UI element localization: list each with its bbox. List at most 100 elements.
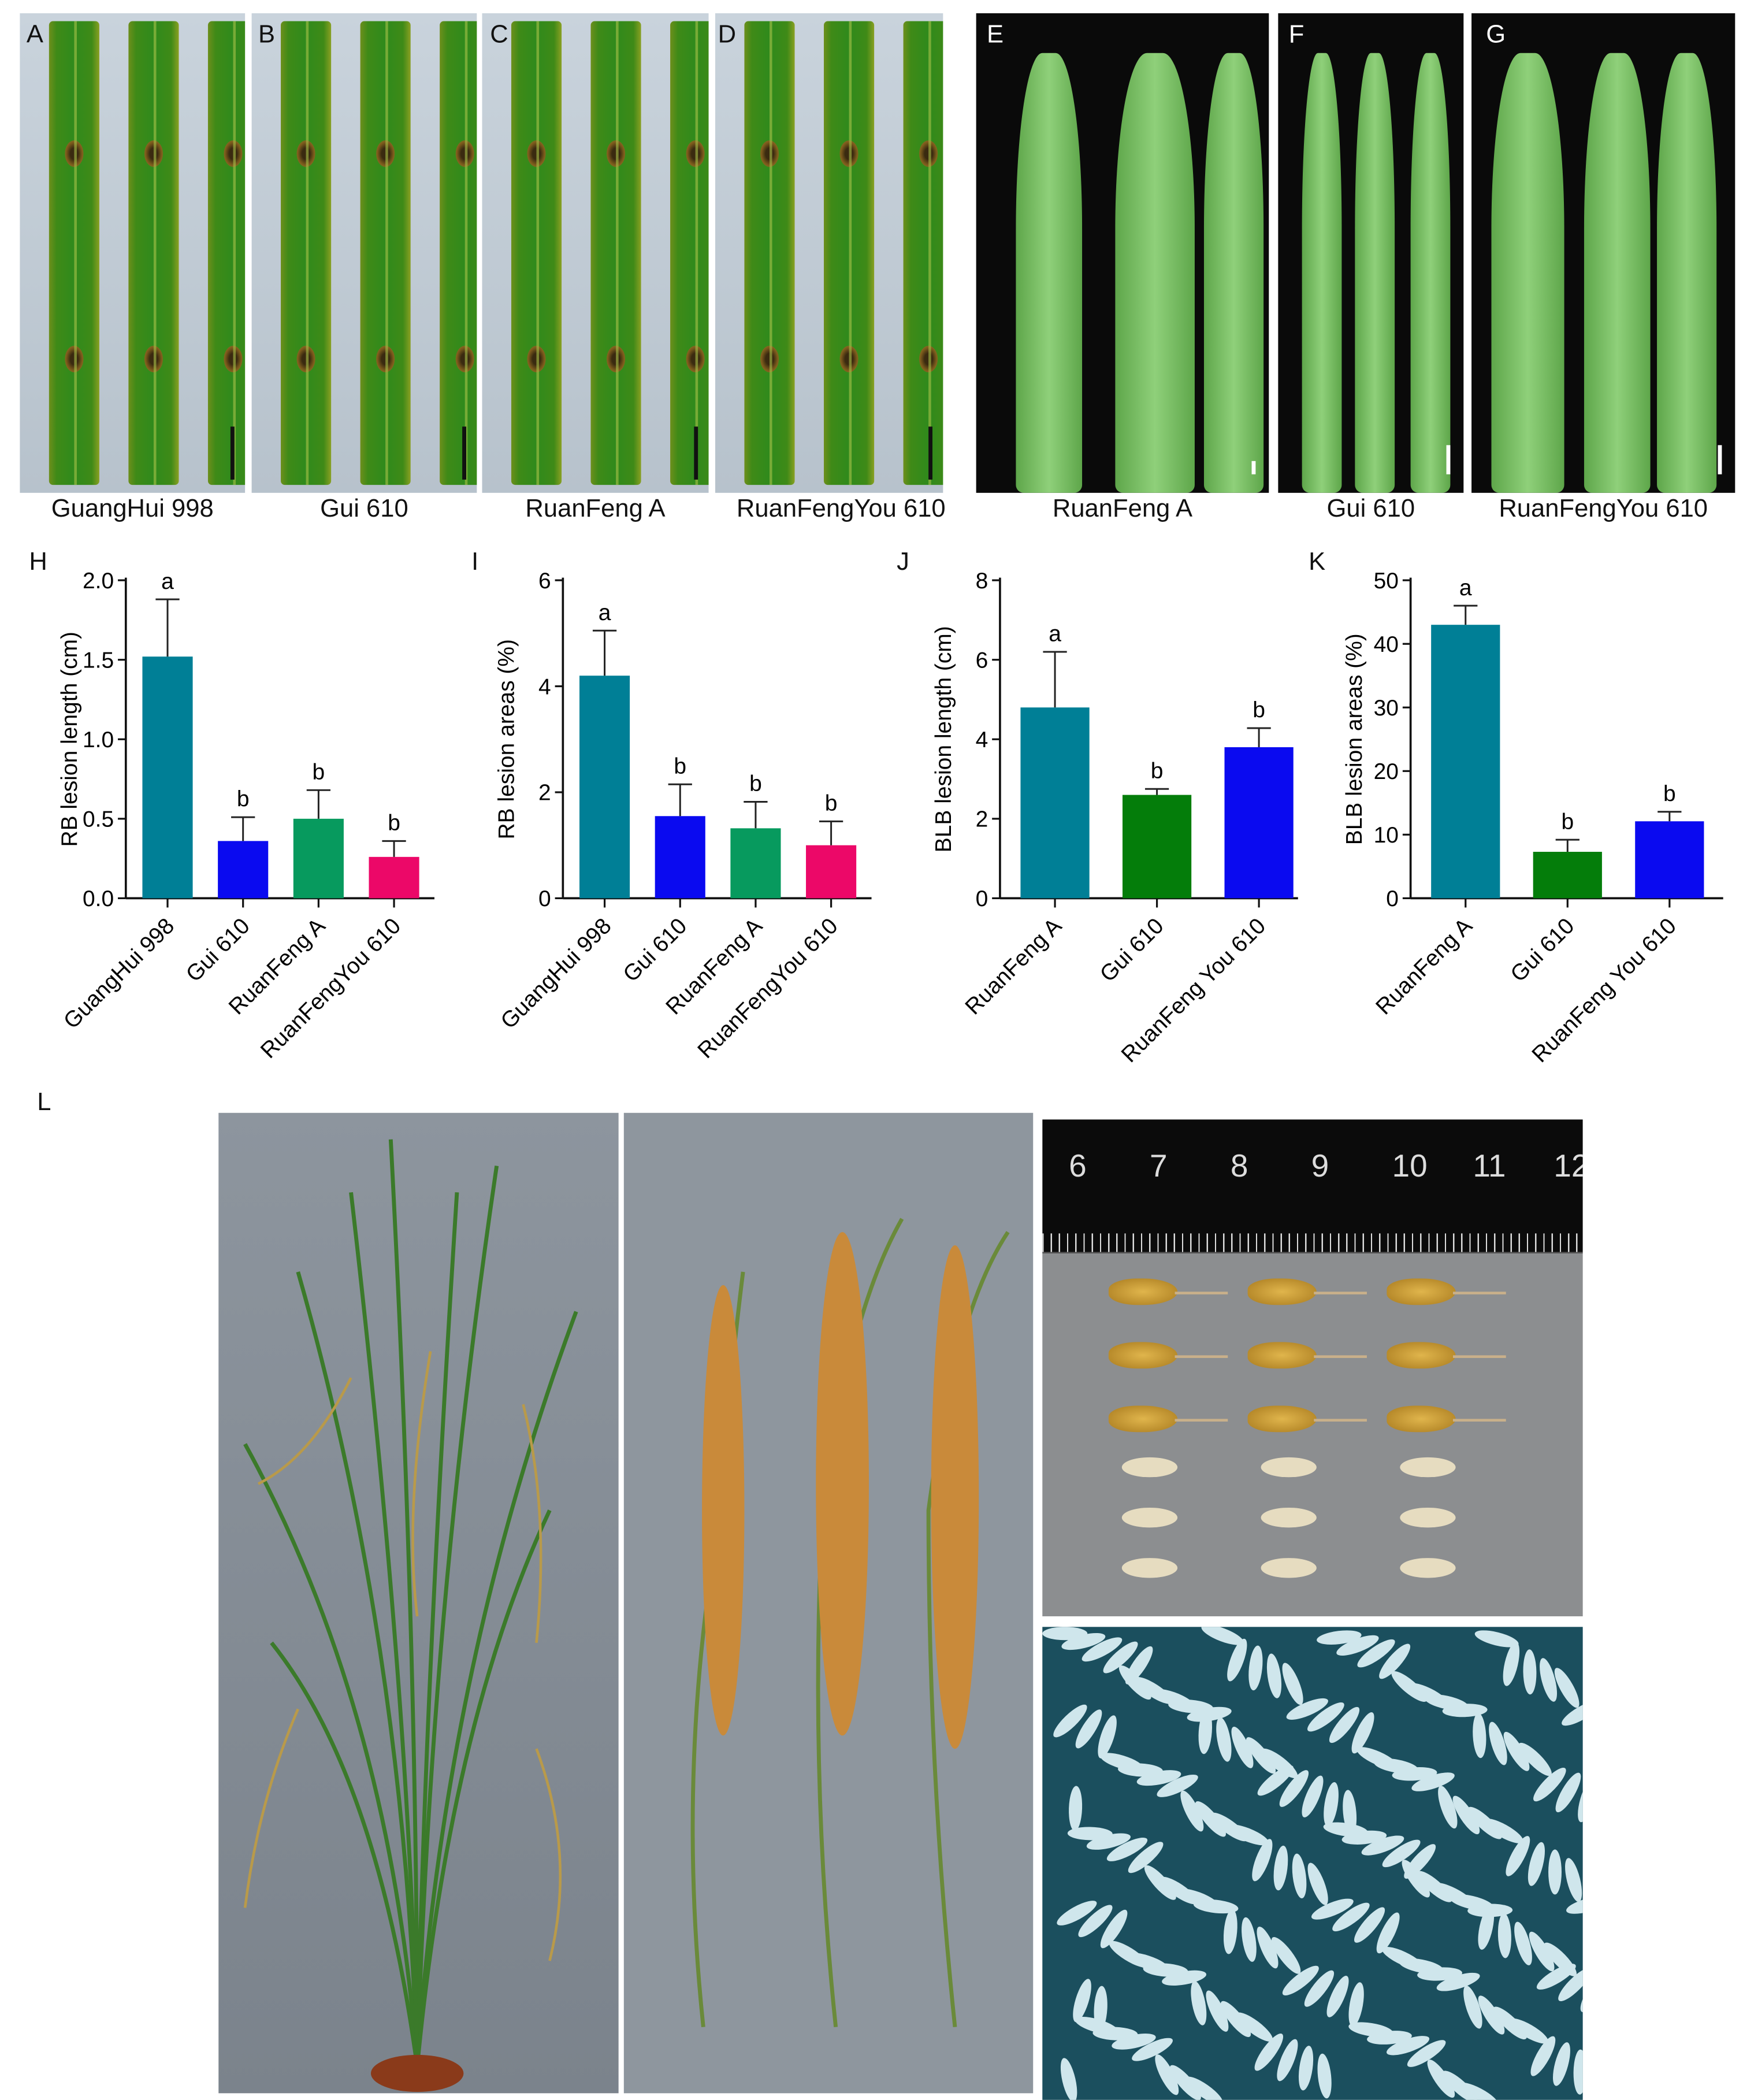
scale-bar xyxy=(1446,445,1451,474)
y-tick-label: 40 xyxy=(1374,632,1399,657)
y-tick-label: 4 xyxy=(538,674,551,699)
y-tick-label: 50 xyxy=(1374,569,1399,593)
panel-label-k: K xyxy=(1309,548,1326,577)
polished-rice-grain xyxy=(1499,1640,1523,1688)
y-tick-label: 30 xyxy=(1374,696,1399,721)
photo-panel-c xyxy=(482,13,709,493)
significance-letter: b xyxy=(1663,781,1676,806)
grain-awn xyxy=(1175,1355,1228,1357)
ruler-number: 10 xyxy=(1392,1148,1428,1185)
lesion-spot xyxy=(65,140,84,167)
grain-awn xyxy=(1452,1355,1506,1357)
bar xyxy=(369,856,419,899)
paddy-grain xyxy=(1108,1405,1178,1433)
bar xyxy=(1431,625,1500,899)
grain-awn xyxy=(1175,1292,1228,1294)
significance-letter: b xyxy=(749,771,762,796)
polished-rice-grain xyxy=(1471,1712,1488,1758)
lesion-spot xyxy=(527,346,546,373)
polished-rice-grain xyxy=(1246,1645,1265,1691)
paddy-grain xyxy=(1387,1405,1456,1433)
scale-bar xyxy=(928,426,932,480)
panel-label-c: C xyxy=(490,21,508,49)
bar xyxy=(579,676,630,899)
lesion-spot xyxy=(839,346,859,373)
photo-grains: 6 7 8 9 10 11 12 xyxy=(1042,1119,1583,1616)
bar xyxy=(1122,795,1192,899)
leaf xyxy=(903,21,943,485)
significance-letter: a xyxy=(1049,622,1061,647)
y-axis-label: BLB lesion areas (%) xyxy=(1342,633,1367,845)
photo-panel-e xyxy=(976,13,1269,493)
photo-panel-g xyxy=(1471,13,1735,493)
significance-letter: a xyxy=(161,569,174,594)
lesion-spot xyxy=(144,140,163,167)
grain-awn xyxy=(1175,1419,1228,1421)
caption-g: RuanFengYou 610 xyxy=(1499,495,1708,524)
brown-rice-grain xyxy=(1261,1507,1317,1528)
significance-letter: b xyxy=(313,760,325,785)
x-tick-label: GuangHui 998 xyxy=(59,914,179,1034)
significance-letter: b xyxy=(825,791,838,816)
rice-plant-illustration xyxy=(243,1139,578,2092)
caption-d: RuanFengYou 610 xyxy=(736,495,946,524)
panel-label-f: F xyxy=(1288,21,1305,49)
polished-rice-grain xyxy=(1548,1849,1562,1895)
leaf xyxy=(360,21,411,485)
panel-label-d: D xyxy=(718,21,737,49)
photo-panel-f xyxy=(1278,13,1464,493)
leaf xyxy=(670,21,709,485)
lesion-spot xyxy=(760,346,779,373)
polished-rice-grain xyxy=(1181,2072,1227,2100)
lesion-spot xyxy=(376,140,395,167)
leaf xyxy=(281,21,332,485)
brown-rice-grain xyxy=(1121,1507,1178,1528)
lesion-spot xyxy=(296,140,315,167)
leaf xyxy=(1016,53,1083,493)
lesion-spot xyxy=(376,346,395,373)
lesion-spot xyxy=(455,140,474,167)
polished-rice-grain xyxy=(1315,2053,1334,2099)
lesion-spot xyxy=(607,140,626,167)
bar xyxy=(218,841,269,899)
caption-a: GuangHui 998 xyxy=(51,495,214,524)
x-tick-label: RuanFengYou 610 xyxy=(256,914,406,1063)
panel-label-i: I xyxy=(471,548,479,577)
panel-label-h: H xyxy=(29,548,47,577)
x-tick-label: Gui 610 xyxy=(1095,914,1169,987)
brown-rice-grain xyxy=(1261,1558,1317,1578)
leaf xyxy=(1410,53,1451,493)
brown-rice-grain xyxy=(1121,1457,1178,1478)
polished-rice-grain xyxy=(1296,2045,1316,2091)
polished-rice-grain xyxy=(1068,1786,1083,1831)
lesion-spot xyxy=(224,140,243,167)
panel-label-b: B xyxy=(258,21,276,49)
significance-letter: b xyxy=(388,811,400,836)
lesion-spot xyxy=(455,346,474,373)
polished-rice-grain xyxy=(1069,1977,1095,2024)
panel-label-e: E xyxy=(986,21,1004,49)
brown-rice-grain xyxy=(1121,1558,1178,1578)
panel-label-g: G xyxy=(1486,21,1506,49)
y-tick-label: 4 xyxy=(976,728,988,752)
ruler-number: 9 xyxy=(1311,1148,1329,1185)
grain-awn xyxy=(1314,1355,1367,1357)
paddy-grain xyxy=(1108,1278,1178,1305)
polished-rice-grain xyxy=(1188,1979,1210,2027)
x-tick-label: Gui 610 xyxy=(1506,914,1579,987)
bar xyxy=(1533,852,1602,899)
significance-letter: b xyxy=(1561,810,1574,834)
chart-rb-lesion-length: RB lesion length (cm) 0.0 0.5 1.0 1.5 2.0 a Gua… xyxy=(57,569,434,1063)
x-tick-label: RuanFeng A xyxy=(1371,914,1477,1020)
lesion-spot xyxy=(686,140,705,167)
leaf xyxy=(207,21,246,485)
chart-blb-lesion-areas: BLB lesion areas (%) 0 10 20 30 40 50 a RuanFeng… xyxy=(1342,569,1723,1067)
photo-panel-b xyxy=(251,13,477,493)
y-tick-label: 0 xyxy=(976,886,988,911)
leaf xyxy=(1657,53,1717,493)
polished-rice-grain xyxy=(1239,1916,1259,1963)
leaf xyxy=(440,21,477,485)
leaf xyxy=(823,21,875,485)
panicles-illustration xyxy=(690,1218,1010,2028)
